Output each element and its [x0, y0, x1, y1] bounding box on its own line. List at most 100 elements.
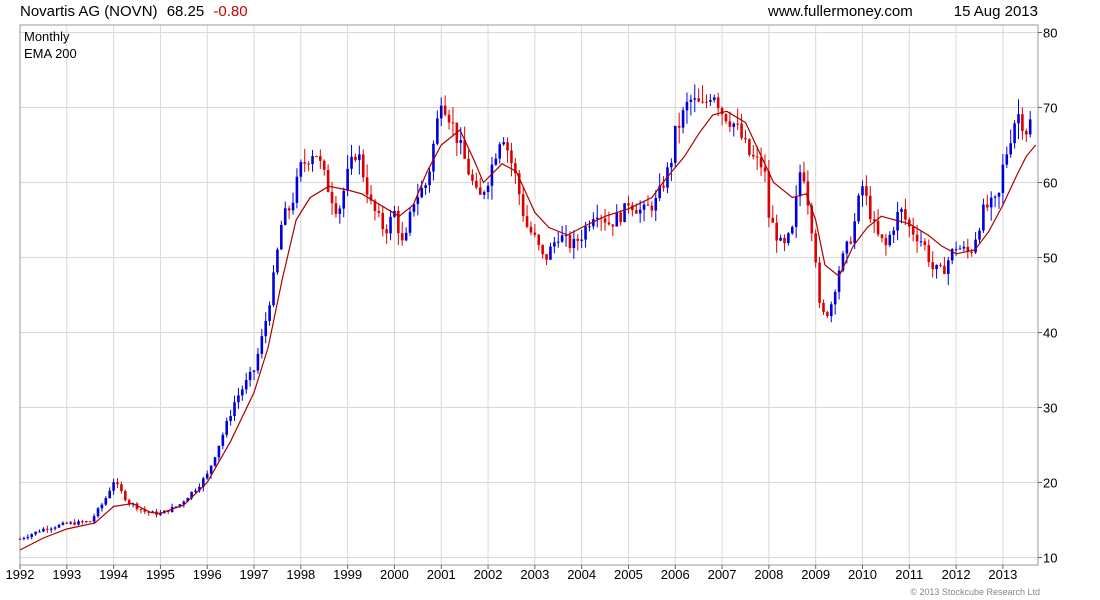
candle-body	[892, 230, 895, 235]
candle-body	[268, 305, 271, 321]
candle-body	[202, 478, 205, 487]
candle-body	[634, 210, 638, 214]
candle-body	[280, 224, 283, 250]
candle-body	[529, 226, 533, 233]
candle-body	[307, 163, 310, 165]
candle-body	[595, 217, 599, 220]
candle-body	[369, 194, 373, 201]
chart-title-line: Novartis AG (NOVN) 68.25 -0.80	[20, 3, 248, 20]
candle-body	[935, 264, 938, 270]
candle-body	[432, 143, 435, 172]
x-tick-label: 2006	[661, 567, 690, 582]
candle-body	[373, 200, 377, 212]
candle-body	[272, 272, 275, 306]
candle-body	[740, 123, 743, 138]
candle-body	[658, 185, 661, 198]
x-tick-label: 2013	[988, 567, 1017, 582]
candle-body	[124, 491, 127, 501]
candle-body	[783, 237, 786, 244]
candle-body	[178, 504, 182, 507]
candle-body	[295, 176, 299, 203]
candle-body	[381, 212, 385, 230]
x-tick-label: 2005	[614, 567, 643, 582]
x-tick-label: 2008	[754, 567, 783, 582]
candle-body	[209, 465, 213, 474]
candle-body	[872, 219, 876, 221]
candle-body	[693, 98, 697, 100]
candle-body	[49, 528, 53, 530]
candle-body	[303, 162, 307, 164]
candle-body	[787, 233, 790, 244]
x-tick-label: 2007	[708, 567, 737, 582]
candle-body	[256, 353, 260, 371]
candle-body	[865, 186, 868, 196]
candle-body	[22, 537, 26, 539]
candle-body	[73, 522, 76, 525]
candle-body	[159, 513, 162, 516]
candle-body	[993, 196, 997, 198]
candle-body	[233, 402, 236, 417]
x-tick-label: 2001	[427, 567, 456, 582]
chart-price: 68.25	[167, 3, 205, 20]
candle-body	[810, 205, 814, 234]
candle-body	[588, 226, 591, 228]
candle-body	[490, 164, 494, 186]
y-tick-label: 10	[1043, 551, 1057, 566]
plot-frame	[19, 24, 1039, 566]
candle-body	[748, 139, 751, 155]
candle-body	[18, 538, 22, 540]
candle-body	[517, 173, 521, 195]
candle-body	[650, 205, 654, 211]
candle-body	[299, 162, 303, 177]
candle-body	[1021, 114, 1024, 131]
candle-body	[1028, 119, 1032, 135]
candle-body	[365, 177, 369, 195]
candle-body	[549, 246, 552, 260]
candle-body	[888, 234, 892, 246]
candle-body	[120, 484, 123, 492]
candle-body	[342, 190, 346, 209]
candle-body	[1024, 130, 1028, 135]
candle-body	[260, 336, 264, 354]
copyright: © 2013 Stockcube Research Ltd	[910, 587, 1040, 597]
candle-body	[252, 370, 256, 372]
x-tick-label: 1993	[52, 567, 81, 582]
candle-body	[389, 216, 392, 234]
candle-body	[478, 187, 482, 195]
y-tick-label: 80	[1043, 26, 1057, 41]
x-tick-label: 1997	[240, 567, 269, 582]
candle-body	[689, 99, 693, 102]
candle-body	[143, 509, 147, 512]
x-tick-label: 1996	[193, 567, 222, 582]
candle-body	[1001, 164, 1005, 193]
candle-body	[962, 246, 966, 249]
candle-body	[662, 185, 665, 188]
candle-body	[931, 262, 934, 270]
candle-body	[385, 229, 388, 234]
candle-body	[978, 230, 981, 240]
candle-body	[482, 192, 486, 195]
candle-body	[814, 233, 817, 263]
candle-body	[751, 154, 755, 157]
candle-body	[794, 196, 798, 228]
candle-body	[927, 245, 931, 263]
candle-body	[471, 174, 474, 181]
candle-body	[638, 209, 642, 214]
candle-body	[338, 208, 342, 214]
candle-body	[26, 536, 30, 538]
candle-body	[459, 140, 463, 143]
candle-body	[287, 208, 291, 211]
candle-body	[463, 140, 466, 159]
candle-body	[685, 101, 689, 111]
candle-body	[619, 212, 622, 223]
candle-body	[65, 522, 69, 524]
chart-site: www.fullermoney.com	[767, 3, 913, 20]
candle-body	[849, 241, 853, 244]
candle-body	[397, 210, 400, 234]
ema-200-line	[19, 110, 1037, 551]
candle-body	[334, 203, 338, 214]
y-tick-label: 20	[1043, 476, 1057, 491]
candle-body	[915, 234, 919, 242]
candle-body	[319, 156, 322, 161]
